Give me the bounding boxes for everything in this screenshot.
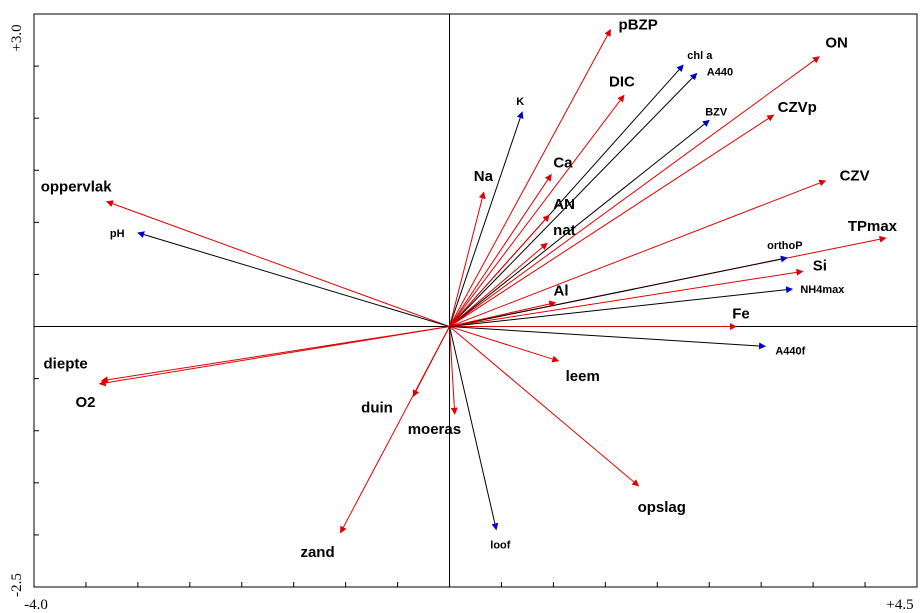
vector-label-opslag: opslag [638,499,686,516]
vector-leem [449,326,560,363]
vector-label-Al: Al [553,283,568,300]
vector-label-Si: Si [813,257,827,274]
vector-label-Fe: Fe [732,306,750,323]
vector-NH4max [449,286,794,328]
y-min-tick-label: -2.5 [9,573,25,597]
vector-label-CZV: CZV [840,168,870,185]
vector-label-pBZP: pBZP [619,17,658,34]
vector-AN [449,214,550,327]
x-min-tick-label: -4.0 [24,597,48,613]
vector-opslag [449,326,640,487]
vector-label-A440: A440 [707,66,733,78]
vector-nat [449,242,548,327]
vector-label-nat: nat [553,222,576,239]
vector-BZV [449,119,710,327]
vector-Al [449,300,557,328]
vector-label-loof: loof [490,540,510,552]
vector-label-K: K [516,96,524,108]
vector-label-NH4max: NH4max [800,284,845,296]
vector-label-ON: ON [825,35,848,52]
vector-label-DIC: DIC [609,73,635,90]
vector-ON [449,56,820,327]
x-max-tick-label: +4.5 [886,597,913,613]
vector-moeras [449,326,458,415]
vector-label-moeras: moeras [408,421,461,438]
vector-pBZP [449,29,611,327]
vector-label-orthoP: orthoP [767,240,802,252]
vector-loof [449,326,499,531]
y-max-tick-label: +3.0 [9,24,25,51]
vector-K [449,111,524,327]
vector-label-pH: pH [110,228,125,240]
vector-label-AN: AN [553,196,575,213]
vector-orthoP [449,255,788,328]
biplot-vectors: pBZP chl a A440 DIC ON K BZV CZVp Ca Na CZV oppervl… [41,17,898,561]
vector-label-Ca: Ca [553,154,573,171]
vector-label-duin: duin [361,399,393,416]
vector-label-BZV: BZV [705,106,728,118]
vector-label-CZVp: CZVp [778,99,817,116]
vector-Ca [449,173,552,327]
vector-A440 [449,72,698,327]
vector-CZVp [449,114,775,327]
vector-label-Na: Na [474,168,494,185]
vector-label-zand: zand [300,544,334,561]
vector-Si [449,268,804,328]
vector-label-A440f: A440f [775,345,805,357]
vector-A440f [449,326,767,350]
vector-oppervlak [106,200,450,328]
vector-label-oppervlak: oppervlak [41,179,113,196]
vector-label-diepte: diepte [44,356,88,373]
vector-CZV [449,179,827,328]
plot-frame [33,13,918,588]
vector-label-O2: O2 [75,394,95,411]
vector-DIC [449,94,625,327]
vector-label-leem: leem [566,368,600,385]
vector-pH [137,231,450,328]
vector-label-TPmax: TPmax [848,218,898,235]
vector-Na [449,191,486,327]
vector-O2 [98,326,450,387]
vector-label-chla: chl a [687,50,713,62]
vector-zand [340,326,450,534]
